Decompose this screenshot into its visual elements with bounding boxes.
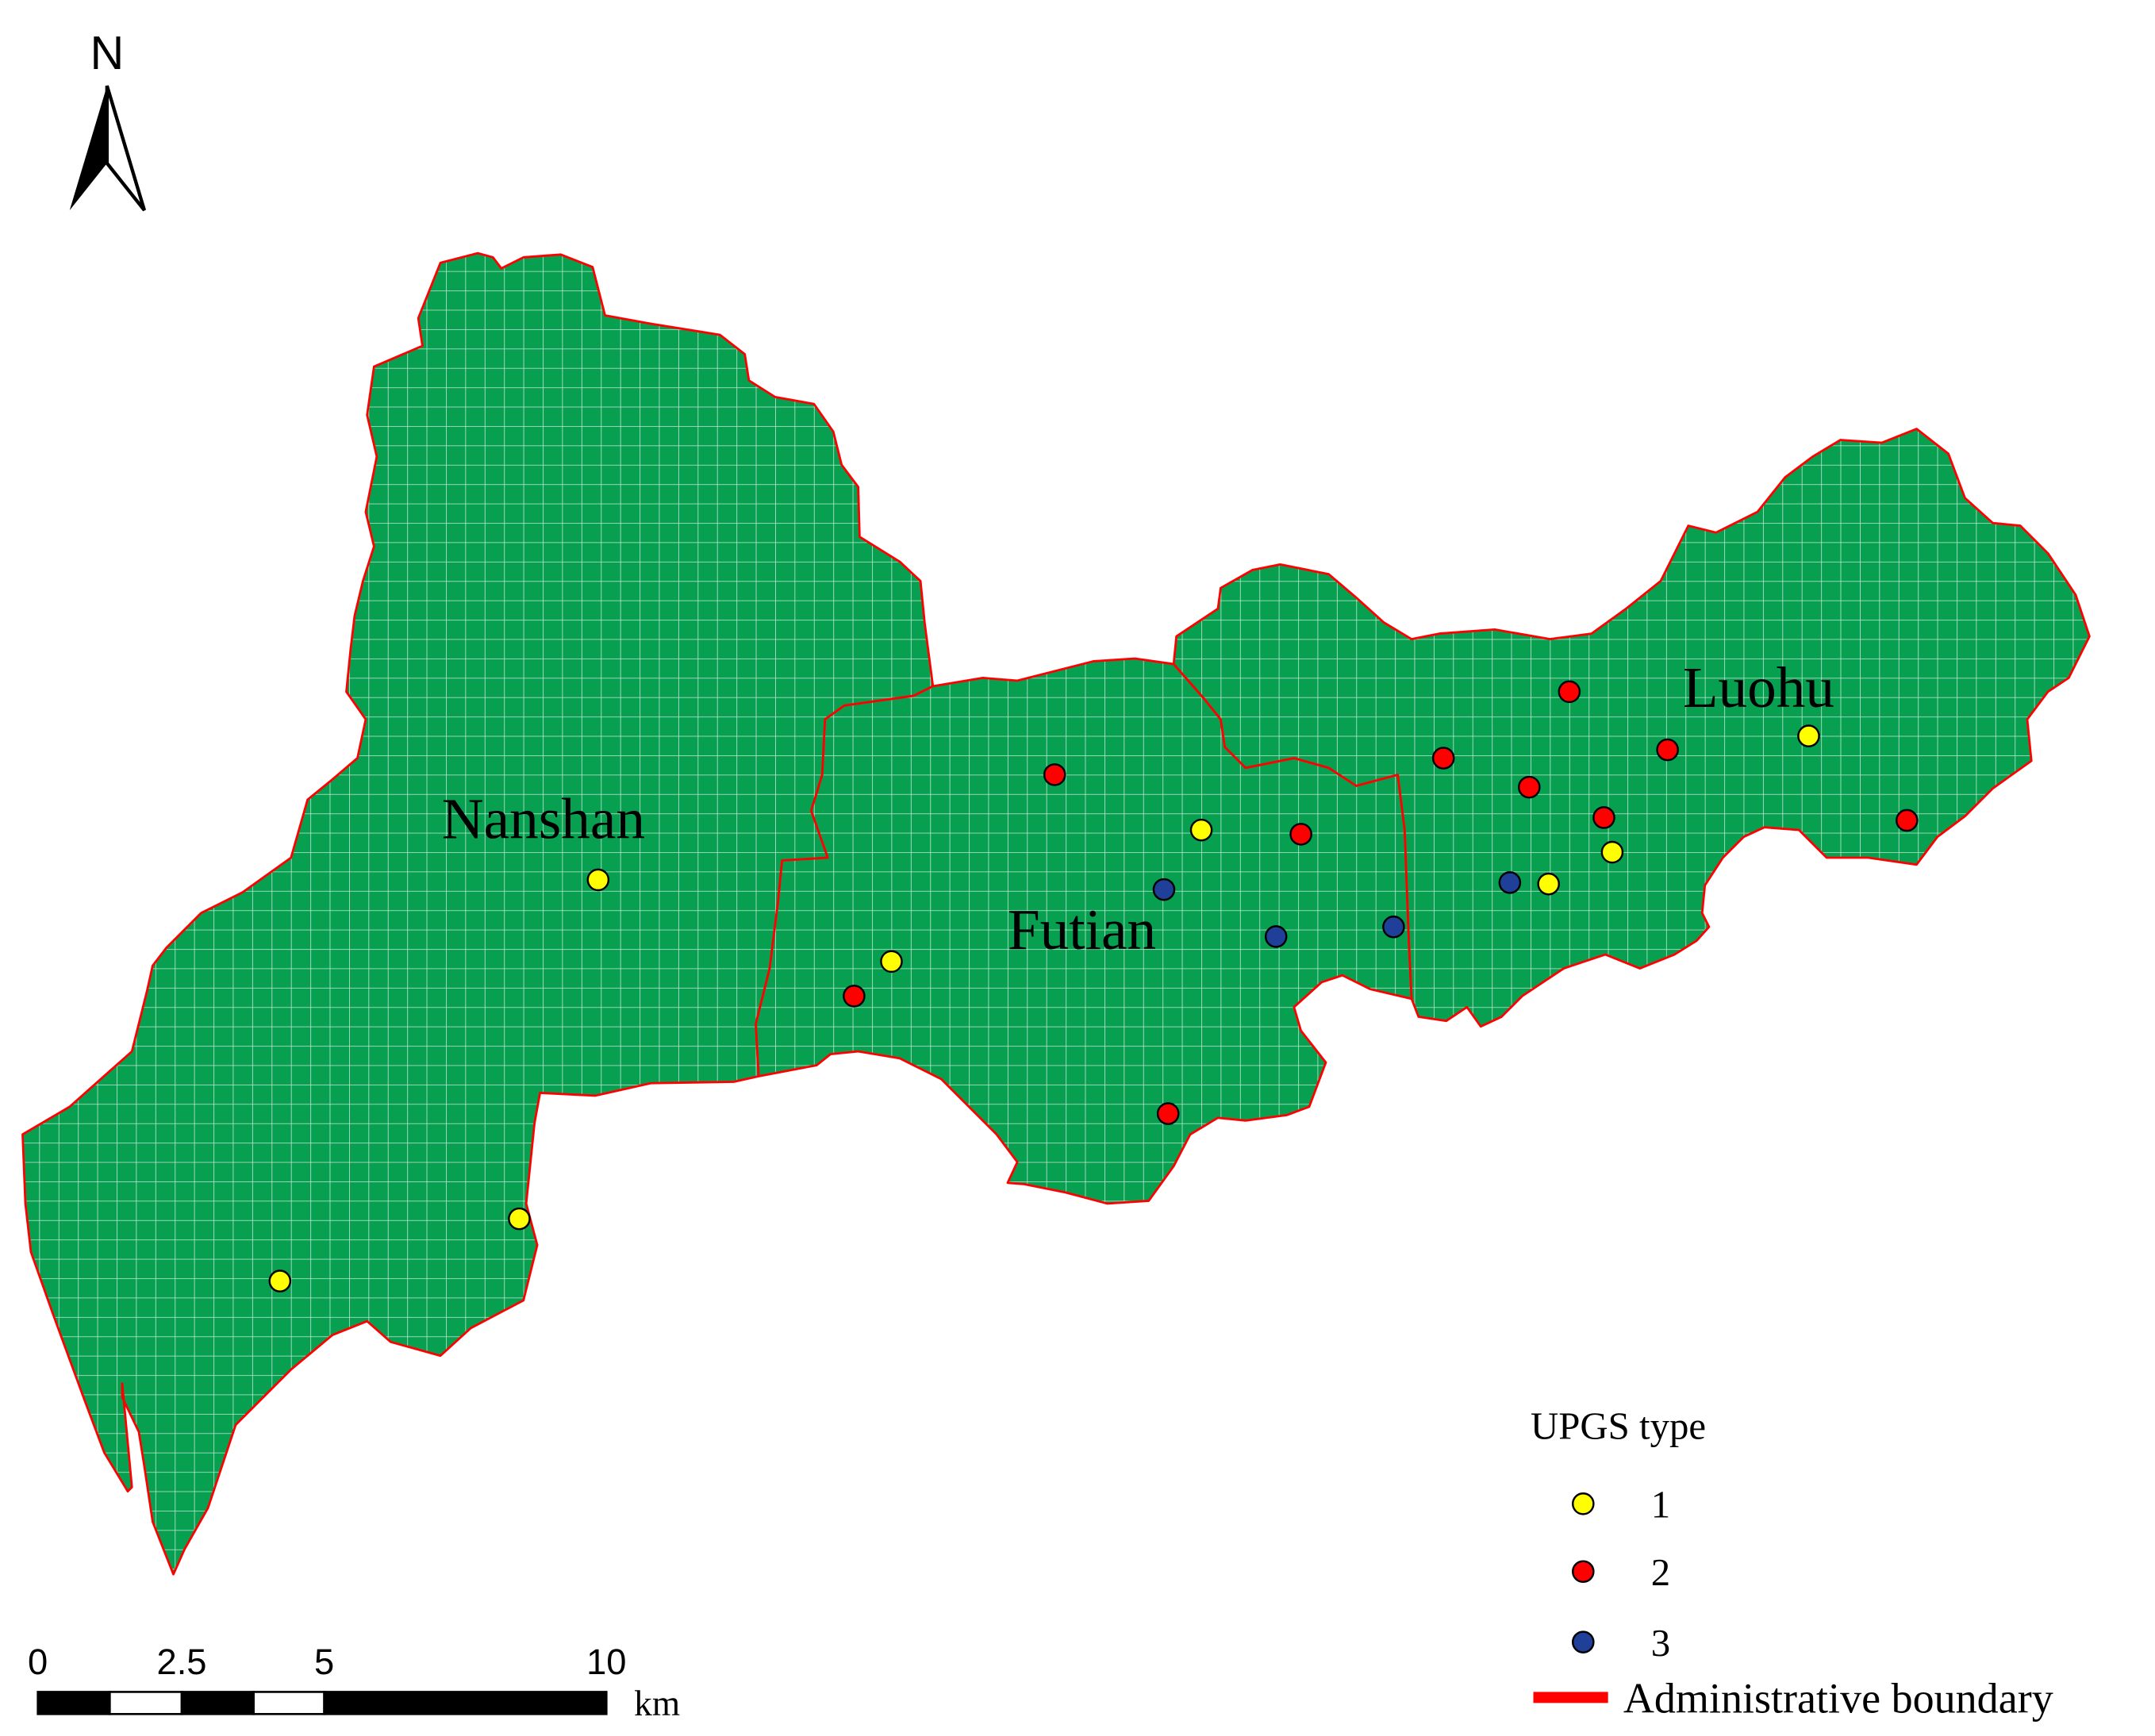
site-marker-type-1 <box>880 950 903 974</box>
legend-title: UPGS type <box>1531 1404 1706 1447</box>
scale-segment <box>323 1691 608 1715</box>
legend-swatch-icon <box>1571 1630 1595 1653</box>
district-label-futian: Futian <box>1008 897 1156 962</box>
north-arrow-label: N <box>90 26 124 79</box>
legend-label: 1 <box>1651 1483 1670 1527</box>
site-layer <box>268 680 1919 1292</box>
legend-label: 2 <box>1651 1550 1670 1594</box>
site-marker-type-3 <box>1382 915 1405 939</box>
north-arrow-icon-outline <box>105 85 147 212</box>
scale-tick-label: 10 <box>586 1642 626 1682</box>
legend-item-type-3: 3 <box>1571 1621 1670 1665</box>
district-nanshan-polygon <box>21 252 935 1576</box>
site-marker-type-3 <box>1152 878 1176 901</box>
legend-label: 3 <box>1651 1621 1670 1665</box>
site-marker-type-2 <box>1592 806 1615 829</box>
scale-segment <box>252 1691 325 1715</box>
site-marker-type-2 <box>1558 680 1581 704</box>
scale-segment <box>109 1691 183 1715</box>
site-marker-type-2 <box>1289 823 1312 846</box>
scale-bar: 0 2.5 5 10 km <box>28 1642 680 1723</box>
site-marker-type-1 <box>508 1207 531 1231</box>
scale-tick-label: 2.5 <box>157 1642 207 1682</box>
scale-segment <box>36 1691 111 1715</box>
boundary-line-icon <box>1533 1692 1608 1703</box>
scale-segment <box>180 1691 255 1715</box>
site-marker-type-2 <box>843 985 866 1008</box>
site-marker-type-1 <box>268 1269 292 1292</box>
site-marker-type-1 <box>1797 724 1820 747</box>
site-marker-type-2 <box>1656 738 1679 762</box>
legend-item-boundary: Administrative boundary <box>1533 1675 2053 1723</box>
site-marker-type-3 <box>1264 925 1288 948</box>
site-marker-type-1 <box>1537 872 1560 896</box>
site-marker-type-1 <box>1189 818 1213 842</box>
scale-unit: km <box>634 1684 680 1723</box>
legend-item-type-1: 1 <box>1571 1483 1670 1527</box>
site-marker-type-3 <box>1498 871 1522 894</box>
scale-tick-label: 5 <box>314 1642 334 1682</box>
legend-item-type-2: 2 <box>1571 1550 1670 1594</box>
site-marker-type-2 <box>1517 775 1541 799</box>
district-layer <box>21 252 2091 1576</box>
legend-swatch-icon <box>1571 1560 1595 1584</box>
site-marker-type-2 <box>1156 1102 1180 1125</box>
legend-swatch-icon <box>1571 1492 1595 1515</box>
legend: UPGS type 1 2 3 Administrative boundary <box>1531 1404 2053 1722</box>
site-marker-type-2 <box>1895 808 1919 832</box>
site-marker-type-1 <box>586 868 610 892</box>
north-arrow: N <box>69 26 147 212</box>
district-luohu-polygon <box>1172 428 2091 1028</box>
legend-boundary-label: Administrative boundary <box>1623 1675 2053 1723</box>
district-label-luohu: Luohu <box>1683 655 1834 720</box>
district-label-nanshan: Nanshan <box>442 787 645 851</box>
north-arrow-icon <box>69 86 107 211</box>
scale-tick-label: 0 <box>28 1642 48 1682</box>
site-marker-type-1 <box>1600 840 1624 864</box>
site-marker-type-2 <box>1043 763 1066 786</box>
site-marker-type-2 <box>1431 747 1455 770</box>
